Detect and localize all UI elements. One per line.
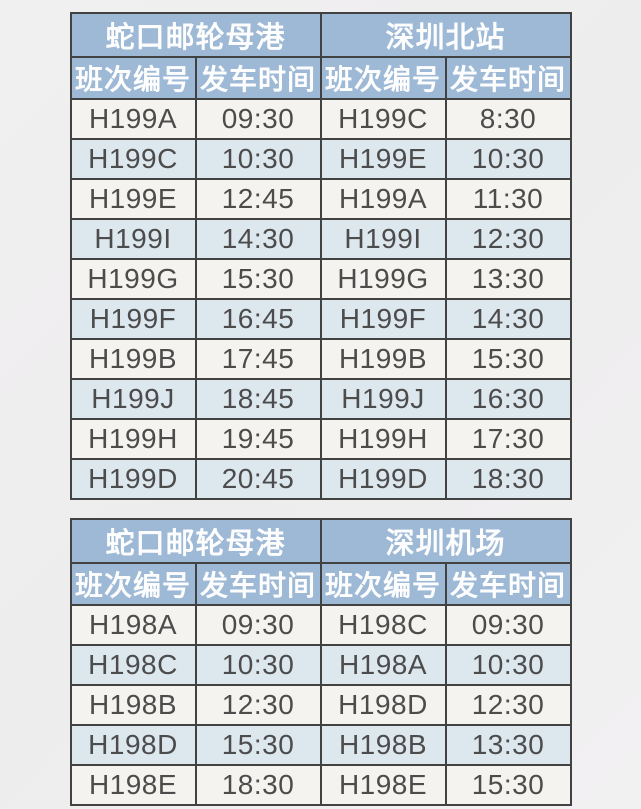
train-code-cell: H199J: [319, 378, 447, 420]
station-header-shekou-port: 蛇口邮轮母港: [69, 12, 322, 58]
departure-time-cell: 10:30: [194, 644, 322, 686]
train-code-cell: H199I: [319, 218, 447, 260]
table-row: H199J 18:45 H199J 16:30: [69, 378, 572, 420]
station-header-shenzhen-north: 深圳北站: [319, 12, 572, 58]
train-code-cell: H198E: [319, 764, 447, 806]
train-code-cell: H198C: [69, 644, 197, 686]
departure-time-cell: 18:30: [194, 764, 322, 806]
train-code-cell: H199F: [69, 298, 197, 340]
table-row: H198E 18:30 H198E 15:30: [69, 764, 572, 806]
train-code-cell: H198D: [69, 724, 197, 766]
column-header-row: 班次编号 发车时间 班次编号 发车时间: [69, 562, 572, 606]
station-header-shekou-port: 蛇口邮轮母港: [69, 518, 322, 564]
departure-time-cell: 10:30: [444, 644, 572, 686]
train-code-cell: H198B: [319, 724, 447, 766]
departure-time-cell: 09:30: [444, 604, 572, 646]
departure-time-cell: 8:30: [444, 98, 572, 140]
departure-time-cell: 11:30: [444, 178, 572, 220]
train-code-cell: H198B: [69, 684, 197, 726]
train-code-cell: H198A: [69, 604, 197, 646]
train-code-cell: H198D: [319, 684, 447, 726]
column-header-train-number: 班次编号: [69, 562, 197, 606]
departure-time-cell: 18:45: [194, 378, 322, 420]
table-row: H199E 12:45 H199A 11:30: [69, 178, 572, 220]
departure-time-cell: 14:30: [194, 218, 322, 260]
departure-time-cell: 16:45: [194, 298, 322, 340]
column-header-train-number: 班次编号: [69, 56, 197, 100]
departure-time-cell: 15:30: [194, 258, 322, 300]
train-code-cell: H199B: [69, 338, 197, 380]
schedule-table-shenzhen-north: 蛇口邮轮母港 深圳北站 班次编号 发车时间 班次编号 发车时间 H199A 09…: [69, 12, 572, 500]
train-code-cell: H198A: [319, 644, 447, 686]
departure-time-cell: 20:45: [194, 458, 322, 500]
departure-time-cell: 13:30: [444, 258, 572, 300]
table-row: H199H 19:45 H199H 17:30: [69, 418, 572, 460]
train-code-cell: H199J: [69, 378, 197, 420]
table-row: H199I 14:30 H199I 12:30: [69, 218, 572, 260]
departure-time-cell: 18:30: [444, 458, 572, 500]
schedule-table-shenzhen-airport: 蛇口邮轮母港 深圳机场 班次编号 发车时间 班次编号 发车时间 H198A 09…: [69, 518, 572, 806]
train-code-cell: H199E: [69, 178, 197, 220]
departure-time-cell: 19:45: [194, 418, 322, 460]
table-row: H199C 10:30 H199E 10:30: [69, 138, 572, 180]
departure-time-cell: 10:30: [194, 138, 322, 180]
departure-time-cell: 15:30: [444, 338, 572, 380]
station-header-shenzhen-airport: 深圳机场: [319, 518, 572, 564]
column-header-train-number: 班次编号: [319, 56, 447, 100]
train-code-cell: H199H: [69, 418, 197, 460]
station-header-row: 蛇口邮轮母港 深圳北站: [69, 12, 572, 58]
departure-time-cell: 17:30: [444, 418, 572, 460]
departure-time-cell: 12:30: [444, 218, 572, 260]
train-code-cell: H199C: [69, 138, 197, 180]
train-code-cell: H199B: [319, 338, 447, 380]
table-row: H198C 10:30 H198A 10:30: [69, 644, 572, 686]
table-row: H198D 15:30 H198B 13:30: [69, 724, 572, 766]
departure-time-cell: 12:30: [444, 684, 572, 726]
column-header-train-number: 班次编号: [319, 562, 447, 606]
table-row: H198B 12:30 H198D 12:30: [69, 684, 572, 726]
train-code-cell: H198E: [69, 764, 197, 806]
train-code-cell: H198C: [319, 604, 447, 646]
train-code-cell: H199G: [319, 258, 447, 300]
table-row: H199A 09:30 H199C 8:30: [69, 98, 572, 140]
departure-time-cell: 12:30: [194, 684, 322, 726]
train-code-cell: H199D: [69, 458, 197, 500]
table-row: H199B 17:45 H199B 15:30: [69, 338, 572, 380]
departure-time-cell: 09:30: [194, 98, 322, 140]
departure-time-cell: 14:30: [444, 298, 572, 340]
departure-time-cell: 12:45: [194, 178, 322, 220]
train-code-cell: H199A: [319, 178, 447, 220]
train-code-cell: H199C: [319, 98, 447, 140]
train-code-cell: H199A: [69, 98, 197, 140]
departure-time-cell: 15:30: [194, 724, 322, 766]
table-row: H199G 15:30 H199G 13:30: [69, 258, 572, 300]
column-header-departure-time: 发车时间: [194, 562, 322, 606]
departure-time-cell: 15:30: [444, 764, 572, 806]
train-code-cell: H199F: [319, 298, 447, 340]
train-code-cell: H199I: [69, 218, 197, 260]
train-code-cell: H199H: [319, 418, 447, 460]
departure-time-cell: 13:30: [444, 724, 572, 766]
departure-time-cell: 17:45: [194, 338, 322, 380]
column-header-departure-time: 发车时间: [444, 562, 572, 606]
table-row: H198A 09:30 H198C 09:30: [69, 604, 572, 646]
departure-time-cell: 10:30: [444, 138, 572, 180]
departure-time-cell: 09:30: [194, 604, 322, 646]
station-header-row: 蛇口邮轮母港 深圳机场: [69, 518, 572, 564]
train-code-cell: H199E: [319, 138, 447, 180]
table-row: H199F 16:45 H199F 14:30: [69, 298, 572, 340]
train-code-cell: H199D: [319, 458, 447, 500]
departure-time-cell: 16:30: [444, 378, 572, 420]
column-header-departure-time: 发车时间: [194, 56, 322, 100]
column-header-departure-time: 发车时间: [444, 56, 572, 100]
column-header-row: 班次编号 发车时间 班次编号 发车时间: [69, 56, 572, 100]
train-code-cell: H199G: [69, 258, 197, 300]
table-row: H199D 20:45 H199D 18:30: [69, 458, 572, 500]
